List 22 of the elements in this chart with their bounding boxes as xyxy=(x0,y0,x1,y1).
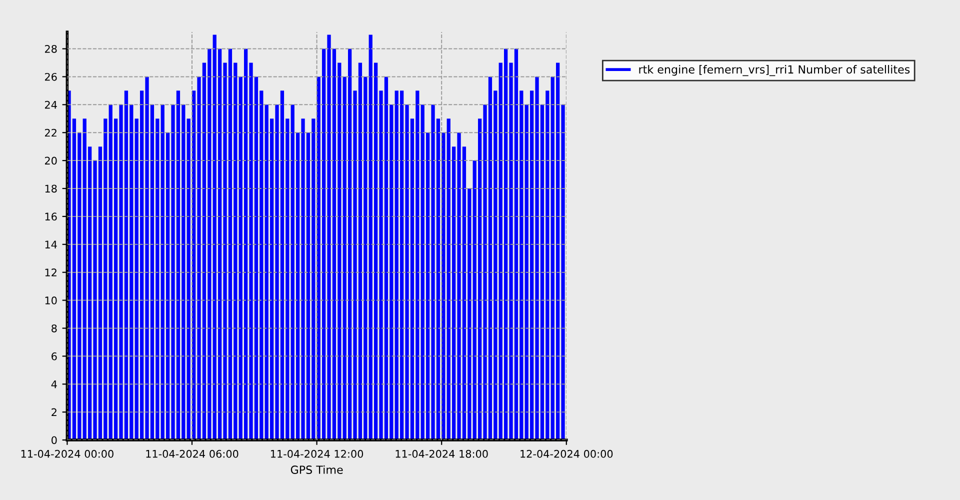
y-tick-label: 10 xyxy=(45,296,57,304)
x-tick-label: 12-04-2024 00:00 xyxy=(520,450,613,458)
y-tick-label: 16 xyxy=(45,212,57,221)
x-tick-label: 11-04-2024 18:00 xyxy=(396,450,488,458)
x-tick-label: 11-04-2024 12:00 xyxy=(271,450,364,458)
legend-label: rtk engine [femern_vrs]_rri1 Number of satellites xyxy=(639,65,910,76)
y-tick-label: 6 xyxy=(52,352,57,360)
y-tick-label: 24 xyxy=(44,100,57,109)
x-axis-title: GPS Time xyxy=(290,465,343,474)
y-tick-label: 2 xyxy=(52,408,56,416)
y-tick-label: 0 xyxy=(52,436,57,444)
y-tick-label: 28 xyxy=(44,44,57,53)
y-tick-label: 4 xyxy=(51,380,57,388)
y-tick-label: 26 xyxy=(44,72,57,81)
y-tick-label: 22 xyxy=(44,128,56,137)
y-tick-label: 14 xyxy=(45,240,57,248)
y-tick-label: 12 xyxy=(45,268,56,276)
y-tick-label: 18 xyxy=(45,184,57,193)
x-tick-label: 11-04-2024 00:00 xyxy=(21,450,114,458)
x-tick-label: 11-04-2024 06:00 xyxy=(146,450,238,458)
y-tick-label: 8 xyxy=(52,324,57,332)
y-tick-label: 20 xyxy=(44,156,57,165)
